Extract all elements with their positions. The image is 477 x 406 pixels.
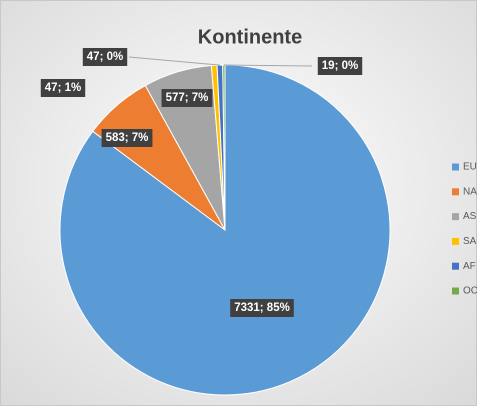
legend-swatch xyxy=(452,213,459,221)
legend-swatch xyxy=(452,237,459,245)
legend-label: NA xyxy=(463,186,477,197)
legend-swatch xyxy=(452,163,459,171)
legend-swatch xyxy=(452,188,459,196)
leader-line xyxy=(223,64,313,67)
data-label-box xyxy=(101,129,153,147)
legend-label: OC xyxy=(463,286,477,297)
data-label: 583; 7% xyxy=(106,132,149,144)
data-label: 47; 1% xyxy=(45,82,81,94)
legend-label: AF xyxy=(463,261,476,272)
legend-swatch xyxy=(452,262,459,270)
legend-label: EU xyxy=(463,162,477,173)
data-label-box xyxy=(161,89,213,107)
data-label-box xyxy=(82,48,128,66)
legend-label: AS xyxy=(463,211,477,222)
chart-title: Kontinente xyxy=(198,26,302,48)
data-label: 47; 0% xyxy=(87,51,123,63)
legend-label: SA xyxy=(463,236,477,247)
data-label: 577; 7% xyxy=(166,92,209,104)
data-label-box xyxy=(230,299,294,317)
data-label: 7331; 85% xyxy=(234,302,290,314)
data-label-box xyxy=(317,57,363,75)
data-label-box xyxy=(40,79,86,97)
data-label: 19; 0% xyxy=(322,60,358,72)
leader-line xyxy=(128,56,220,66)
legend-swatch xyxy=(452,287,459,295)
